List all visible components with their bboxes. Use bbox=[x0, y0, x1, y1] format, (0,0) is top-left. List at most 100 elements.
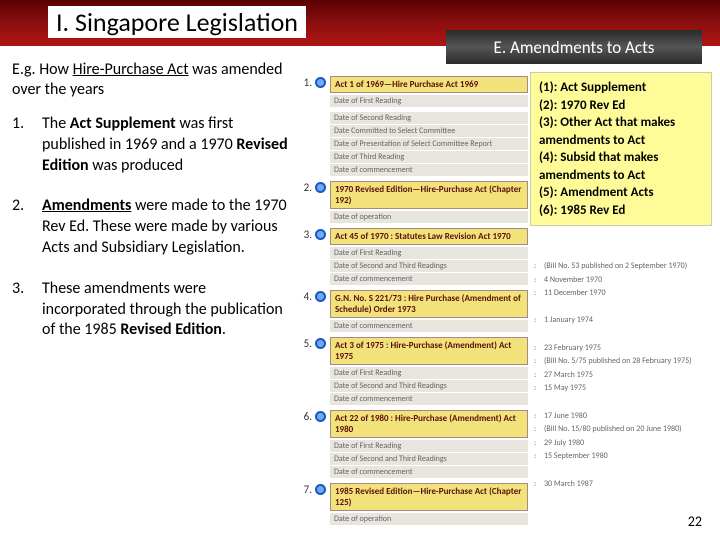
timeline-row: 5. Act 3 of 1975 : Hire-Purchase (Amendme… bbox=[298, 337, 528, 406]
meta-row: :11 December 1970 bbox=[534, 287, 714, 301]
meta-row: :(Bill No. 53 published on 2 September 1… bbox=[534, 260, 714, 274]
list-item: 2.Amendments were made to the 1970 Rev E… bbox=[12, 196, 292, 258]
act-title-box: Act 45 of 1970 : Statutes Law Revision A… bbox=[330, 228, 528, 245]
meta-row bbox=[534, 328, 714, 342]
list-number: 3. bbox=[12, 279, 36, 341]
marker-icon bbox=[315, 229, 326, 240]
timeline-row: 6. Act 22 of 1980 : Hire-Purchase (Amendm… bbox=[298, 410, 528, 479]
eg-link: Hire-Purchase Act bbox=[73, 60, 189, 79]
meta-value: 29 July 1980 bbox=[544, 437, 714, 451]
act-title-box: Act 3 of 1975 : Hire-Purchase (Amendment… bbox=[330, 337, 528, 365]
meta-value: 17 June 1980 bbox=[544, 410, 714, 424]
date-label: Date of Second and Third Readings bbox=[330, 453, 528, 465]
marker-icon bbox=[315, 484, 326, 495]
meta-row: :15 May 1975 bbox=[534, 382, 714, 396]
timeline-content: Act 45 of 1970 : Statutes Law Revision A… bbox=[330, 228, 528, 286]
meta-value: 1 January 1974 bbox=[544, 314, 714, 328]
meta-value: 30 March 1987 bbox=[544, 478, 714, 492]
timeline-row: 1. Act 1 of 1969—Hire Purchase Act 1969 Da… bbox=[298, 76, 528, 108]
example-intro: E.g. How Hire-Purchase Act was amended o… bbox=[12, 60, 292, 100]
date-label: Date of First Reading bbox=[330, 367, 528, 379]
eg-prefix: E.g. How bbox=[12, 60, 73, 79]
date-label: Date of Second and Third Readings bbox=[330, 260, 528, 272]
timeline-row: 4. G.N. No. S 221/73 : Hire Purchase (Ame… bbox=[298, 290, 528, 333]
timeline-number: 2. bbox=[298, 181, 312, 194]
date-label: Date of commencement bbox=[330, 164, 528, 176]
timeline-number: 5. bbox=[298, 337, 312, 350]
meta-value: 4 November 1970 bbox=[544, 274, 714, 288]
meta-row: :30 March 1987 bbox=[534, 478, 714, 492]
date-label: Date of First Reading bbox=[330, 440, 528, 452]
legend-box: (1): Act Supplement(2): 1970 Rev Ed(3): … bbox=[530, 72, 712, 226]
meta-value: 15 May 1975 bbox=[544, 382, 714, 396]
date-label: Date of operation bbox=[330, 211, 528, 223]
legend-item: (3): Other Act that makes amendments to … bbox=[539, 114, 703, 149]
date-label: Date of First Reading bbox=[330, 247, 528, 259]
date-label: Date of commencement bbox=[330, 393, 528, 405]
date-label: Date of commencement bbox=[330, 466, 528, 478]
legend-item: (2): 1970 Rev Ed bbox=[539, 97, 703, 115]
date-label: Date of First Reading bbox=[330, 95, 528, 107]
legend-item: (4): Subsid that makes amendments to Act bbox=[539, 149, 703, 184]
timeline-content: Act 22 of 1980 : Hire-Purchase (Amendmen… bbox=[330, 410, 528, 479]
marker-icon bbox=[315, 77, 326, 88]
legend-item: (5): Amendment Acts bbox=[539, 184, 703, 202]
meta-value: 27 March 1975 bbox=[544, 369, 714, 383]
meta-value: 11 December 1970 bbox=[544, 287, 714, 301]
timeline-row: Date of Second ReadingDate Committed to … bbox=[298, 112, 528, 177]
meta-row: :(Bill No. 15/80 published on 20 June 19… bbox=[534, 423, 714, 437]
meta-row: :(Bill No. 5/75 published on 28 February… bbox=[534, 355, 714, 369]
date-label: Date of Presentation of Select Committee… bbox=[330, 138, 528, 150]
marker-icon bbox=[315, 182, 326, 193]
list-number: 1. bbox=[12, 114, 36, 176]
date-label: Date of Second and Third Readings bbox=[330, 380, 528, 392]
act-title-box: Act 1 of 1969—Hire Purchase Act 1969 bbox=[330, 76, 528, 93]
act-title-box: G.N. No. S 221/73 : Hire Purchase (Amend… bbox=[330, 290, 528, 318]
meta-row: :27 March 1975 bbox=[534, 369, 714, 383]
timeline-number: 6. bbox=[298, 410, 312, 423]
meta-value: (Bill No. 15/80 published on 20 June 198… bbox=[544, 423, 714, 437]
marker-icon bbox=[315, 338, 326, 349]
timeline-content: G.N. No. S 221/73 : Hire Purchase (Amend… bbox=[330, 290, 528, 333]
meta-row bbox=[534, 396, 714, 410]
timeline-row: 7.1985 Revised Edition—Hire-Purchase Act… bbox=[298, 483, 528, 526]
list-item: 3.These amendments were incorporated thr… bbox=[12, 279, 292, 341]
date-label: Date of operation bbox=[330, 513, 528, 525]
numbered-list: 1.The Act Supplement was first published… bbox=[12, 114, 292, 341]
date-label: Date of commencement bbox=[330, 320, 528, 332]
meta-value: (Bill No. 5/75 published on 28 February … bbox=[544, 355, 714, 369]
timeline-column: 1. Act 1 of 1969—Hire Purchase Act 1969 Da… bbox=[298, 76, 528, 530]
act-title-box: 1970 Revised Edition—Hire-Purchase Act (… bbox=[330, 181, 528, 209]
list-item: 1.The Act Supplement was first published… bbox=[12, 114, 292, 176]
date-label: Date of Second Reading bbox=[330, 112, 528, 124]
legend-item: (6): 1985 Rev Ed bbox=[539, 202, 703, 220]
timeline-content: Act 1 of 1969—Hire Purchase Act 1969 Date… bbox=[330, 76, 528, 108]
meta-row bbox=[534, 301, 714, 315]
page-title: I. Singapore Legislation bbox=[48, 6, 306, 38]
meta-dates-column: :(Bill No. 53 published on 2 September 1… bbox=[534, 260, 714, 491]
timeline-number: 1. bbox=[298, 76, 312, 89]
marker-icon bbox=[315, 411, 326, 422]
legend-item: (1): Act Supplement bbox=[539, 79, 703, 97]
meta-row: :15 September 1980 bbox=[534, 450, 714, 464]
timeline-content: 1985 Revised Edition—Hire-Purchase Act (… bbox=[330, 483, 528, 526]
act-title-box: Act 22 of 1980 : Hire-Purchase (Amendmen… bbox=[330, 410, 528, 438]
timeline-number: 4. bbox=[298, 290, 312, 303]
list-number: 2. bbox=[12, 196, 36, 258]
meta-value: (Bill No. 53 published on 2 September 19… bbox=[544, 260, 714, 274]
act-title-box: 1985 Revised Edition—Hire-Purchase Act (… bbox=[330, 483, 528, 511]
marker-icon bbox=[315, 291, 326, 302]
meta-value: 23 February 1975 bbox=[544, 342, 714, 356]
left-column: E.g. How Hire-Purchase Act was amended o… bbox=[12, 60, 292, 361]
timeline-row: 3. Act 45 of 1970 : Statutes Law Revision… bbox=[298, 228, 528, 286]
meta-row: :29 July 1980 bbox=[534, 437, 714, 451]
timeline-number: 3. bbox=[298, 228, 312, 241]
meta-row bbox=[534, 464, 714, 478]
subtitle-bar: E. Amendments to Acts bbox=[446, 30, 702, 64]
timeline-content: 1970 Revised Edition—Hire-Purchase Act (… bbox=[330, 181, 528, 224]
meta-row: :17 June 1980 bbox=[534, 410, 714, 424]
timeline-row: 2. 1970 Revised Edition—Hire-Purchase Act… bbox=[298, 181, 528, 224]
page-number: 22 bbox=[688, 513, 702, 530]
meta-row: :23 February 1975 bbox=[534, 342, 714, 356]
list-body: These amendments were incorporated throu… bbox=[36, 279, 292, 341]
